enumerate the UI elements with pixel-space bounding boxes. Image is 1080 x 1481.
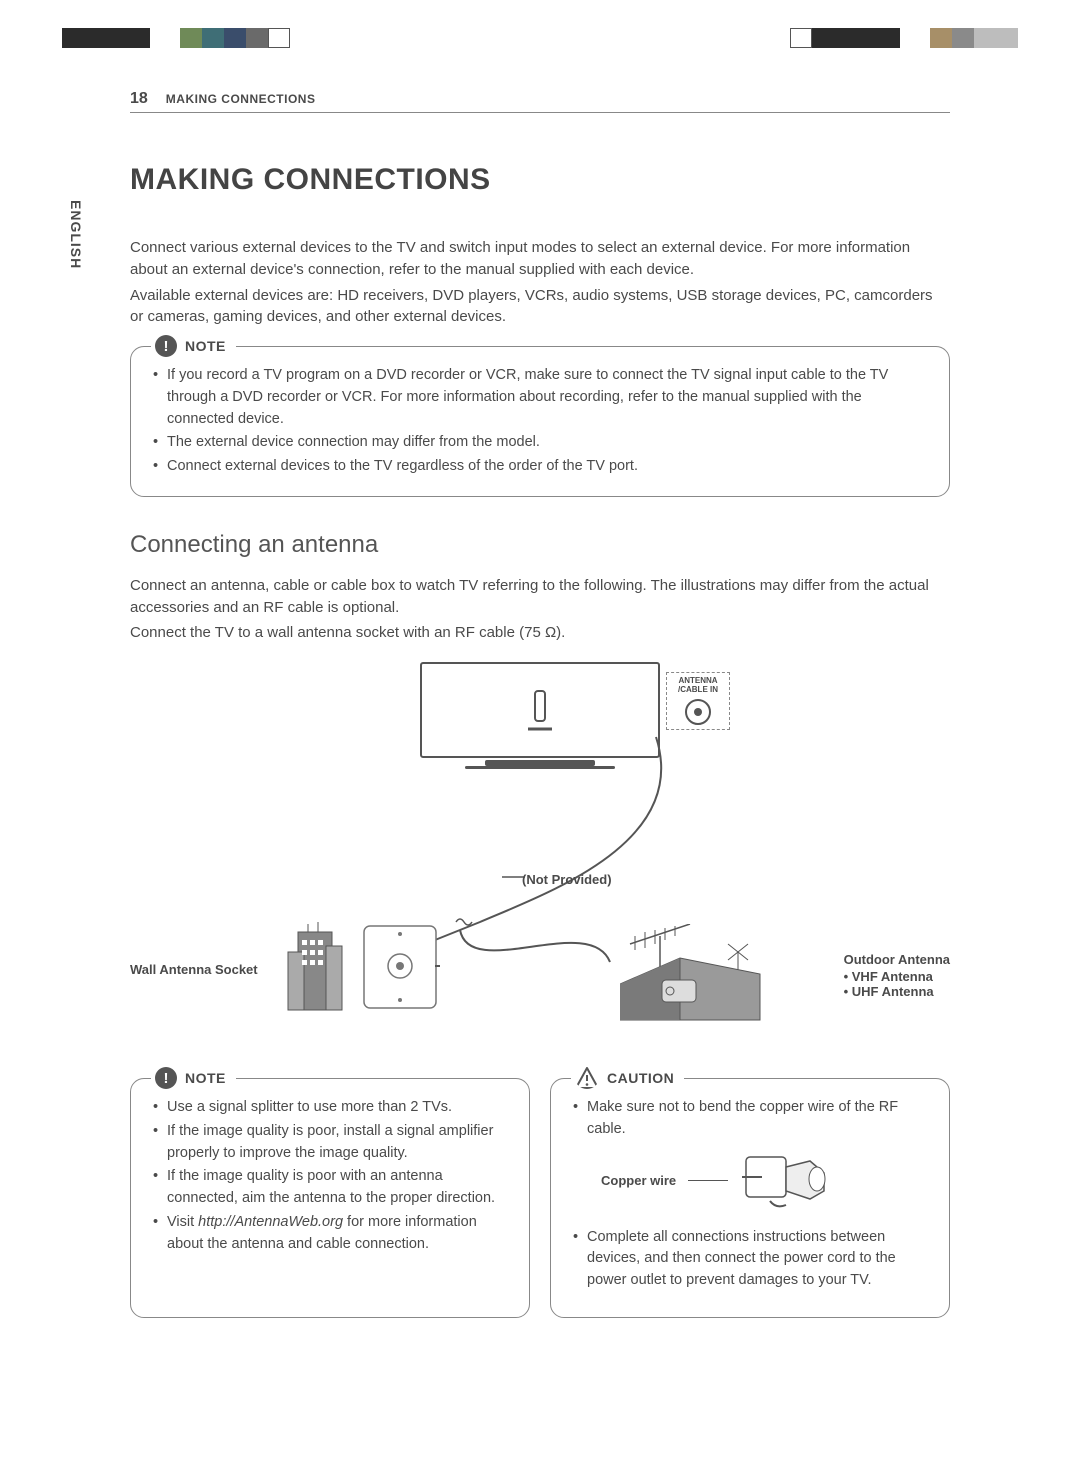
note-2-link-prefix: Visit bbox=[167, 1214, 198, 1230]
wall-socket-label: Wall Antenna Socket bbox=[130, 962, 258, 977]
outdoor-item: VHF Antenna bbox=[844, 969, 950, 984]
note-2-item: If the image quality is poor, install a … bbox=[151, 1121, 509, 1165]
note-1-item: The external device connection may diffe… bbox=[151, 432, 929, 454]
caution-box: CAUTION Make sure not to bend the copper… bbox=[550, 1078, 950, 1318]
main-title: MAKING CONNECTIONS bbox=[130, 163, 950, 197]
outdoor-antenna-label: Outdoor Antenna bbox=[844, 952, 950, 967]
caution-icon bbox=[575, 1067, 599, 1089]
note-1-item: If you record a TV program on a DVD reco… bbox=[151, 365, 929, 430]
note-icon: ! bbox=[155, 335, 177, 357]
note-header: ! NOTE bbox=[151, 335, 236, 357]
outdoor-antenna-block: Outdoor Antenna VHF Antenna UHF Antenna bbox=[844, 952, 950, 999]
wall-plate-icon bbox=[360, 922, 440, 1012]
page-number: 18 bbox=[130, 90, 148, 108]
section-paragraph-2: Connect the TV to a wall antenna socket … bbox=[130, 622, 950, 644]
note-1-item: Connect external devices to the TV regar… bbox=[151, 456, 929, 478]
caution-list: Make sure not to bend the copper wire of… bbox=[571, 1097, 929, 1141]
note-icon: ! bbox=[155, 1067, 177, 1089]
page-header: 18 MAKING CONNECTIONS bbox=[130, 90, 950, 113]
page-header-title: MAKING CONNECTIONS bbox=[166, 92, 316, 106]
not-provided-label: (Not Provided) bbox=[522, 872, 612, 887]
caution-item-2: Complete all connections instructions be… bbox=[571, 1227, 929, 1292]
copper-wire-label: Copper wire bbox=[601, 1173, 676, 1188]
caution-header: CAUTION bbox=[571, 1067, 684, 1089]
note-1-list: If you record a TV program on a DVD reco… bbox=[151, 365, 929, 478]
rf-connector-icon bbox=[740, 1151, 830, 1211]
antennaweb-link[interactable]: http://AntennaWeb.org bbox=[198, 1214, 343, 1230]
copper-wire-row: Copper wire bbox=[601, 1151, 929, 1211]
note-2-list: Use a signal splitter to use more than 2… bbox=[151, 1097, 509, 1255]
intro-paragraph-1: Connect various external devices to the … bbox=[130, 237, 950, 281]
cable-path bbox=[130, 662, 950, 1052]
building-icon bbox=[280, 922, 350, 1012]
page-content: 18 MAKING CONNECTIONS MAKING CONNECTIONS… bbox=[0, 0, 1080, 1358]
note-2-item: Visit http://AntennaWeb.org for more inf… bbox=[151, 1212, 509, 1256]
note-box-2: ! NOTE Use a signal splitter to use more… bbox=[130, 1078, 530, 1318]
note-2-item: Use a signal splitter to use more than 2… bbox=[151, 1097, 509, 1119]
note-2-item: If the image quality is poor with an ant… bbox=[151, 1166, 509, 1210]
section-paragraph-1: Connect an antenna, cable or cable box t… bbox=[130, 575, 950, 619]
section-title: Connecting an antenna bbox=[130, 531, 950, 559]
house-icon bbox=[620, 924, 780, 1024]
copper-leader-line bbox=[688, 1180, 728, 1181]
intro-paragraph-2: Available external devices are: HD recei… bbox=[130, 285, 950, 329]
caution-list-2: Complete all connections instructions be… bbox=[571, 1227, 929, 1292]
antenna-diagram: ANTENNA /CABLE IN (Not Provided) Wall An… bbox=[130, 662, 950, 1052]
note-2-label: NOTE bbox=[185, 1070, 226, 1086]
bottom-callouts: ! NOTE Use a signal splitter to use more… bbox=[130, 1066, 950, 1318]
note-label: NOTE bbox=[185, 338, 226, 354]
caution-item-1: Make sure not to bend the copper wire of… bbox=[571, 1097, 929, 1141]
caution-label: CAUTION bbox=[607, 1070, 674, 1086]
note-box-1: ! NOTE If you record a TV program on a D… bbox=[130, 346, 950, 497]
outdoor-item: UHF Antenna bbox=[844, 984, 950, 999]
note-2-header: ! NOTE bbox=[151, 1067, 236, 1089]
